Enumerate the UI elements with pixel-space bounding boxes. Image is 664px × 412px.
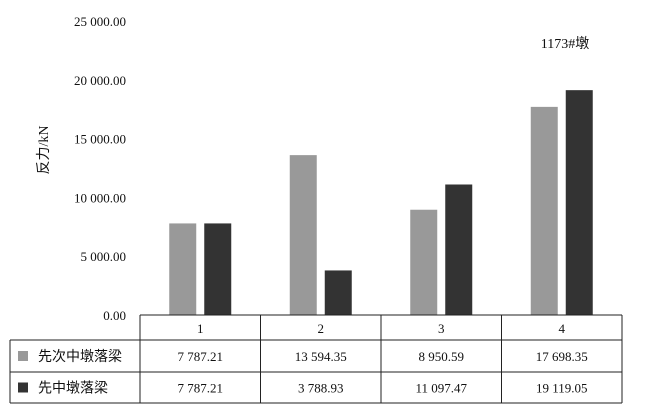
data-label: 17 698.35 bbox=[536, 349, 588, 364]
y-tick-label: 10 000.00 bbox=[74, 190, 126, 205]
y-tick-label: 5 000.00 bbox=[81, 249, 127, 264]
bar-series-2-cat-1 bbox=[204, 223, 232, 315]
bar-series-1-cat-2 bbox=[289, 155, 317, 315]
bars bbox=[169, 90, 593, 315]
category-label: 1 bbox=[197, 321, 204, 336]
legend-label: 先中墩落梁 bbox=[38, 381, 108, 397]
bar-series-1-cat-4 bbox=[530, 106, 558, 315]
y-tick-label: 15 000.00 bbox=[74, 132, 126, 147]
y-tick-label: 20 000.00 bbox=[74, 73, 126, 88]
bar-series-1-cat-1 bbox=[169, 223, 197, 315]
y-axis: 25 000.00 20 000.00 15 000.00 10 000.00 5 00… bbox=[74, 14, 126, 323]
bar-series-2-cat-2 bbox=[324, 270, 352, 315]
bar-series-2-cat-3 bbox=[445, 184, 473, 315]
bar-series-1-cat-3 bbox=[410, 209, 438, 315]
legend-swatch bbox=[18, 351, 28, 361]
data-label: 11 097.47 bbox=[415, 381, 467, 396]
data-label: 13 594.35 bbox=[295, 349, 347, 364]
category-label: 3 bbox=[438, 321, 445, 336]
y-tick-label: 25 000.00 bbox=[74, 14, 126, 29]
bar-series-2-cat-4 bbox=[565, 90, 593, 315]
data-label: 7 787.21 bbox=[178, 349, 224, 364]
category-label: 4 bbox=[559, 321, 566, 336]
category-label: 2 bbox=[318, 321, 325, 336]
data-table: 1 2 3 4 先次中墩落梁 7 787.21 13 594.35 8 950.59 17 69… bbox=[9, 314, 623, 404]
chart-annotation: 1173#墩 bbox=[541, 36, 589, 52]
data-label: 7 787.21 bbox=[178, 381, 224, 396]
data-label: 3 788.93 bbox=[298, 381, 344, 396]
legend-label: 先次中墩落梁 bbox=[38, 349, 122, 365]
y-axis-label: 反力/kN bbox=[36, 126, 52, 175]
data-label: 19 119.05 bbox=[536, 381, 588, 396]
legend-swatch bbox=[18, 382, 28, 393]
data-label: 8 950.59 bbox=[419, 349, 465, 364]
y-tick-label: 0.00 bbox=[103, 308, 126, 323]
